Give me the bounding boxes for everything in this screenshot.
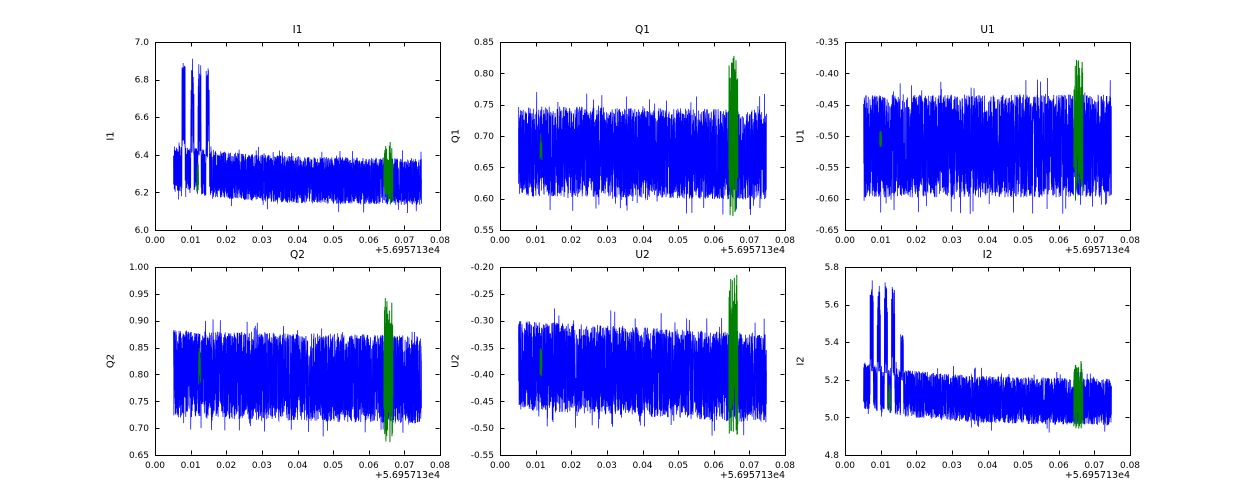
plot-canvas-Q1 [440, 18, 800, 253]
subplot-I2: I2 I2 +5.695713e4 [785, 243, 1145, 481]
x-axis-offset-label: +5.695713e4 [719, 470, 785, 481]
plot-canvas-U1 [785, 18, 1145, 253]
plot-title: U2 [635, 249, 650, 261]
plot-title: I1 [292, 24, 303, 36]
y-axis-label: U2 [450, 354, 462, 368]
y-axis-label: I2 [795, 356, 807, 366]
plot-canvas-U2 [440, 243, 800, 478]
y-axis-label: I1 [105, 131, 117, 141]
subplot-U2: U2 U2 +5.695713e4 [440, 243, 800, 481]
y-axis-label: U1 [795, 129, 807, 143]
x-axis-offset-label: +5.695713e4 [374, 470, 440, 481]
plot-title: Q2 [290, 249, 305, 261]
subplot-U1: U1 U1 +5.695713e4 [785, 18, 1145, 256]
plot-title: I2 [982, 249, 993, 261]
plot-canvas-Q2 [95, 243, 455, 478]
subplot-Q1: Q1 Q1 +5.695713e4 [440, 18, 800, 256]
plot-canvas-I1 [95, 18, 455, 253]
y-axis-label: Q2 [105, 353, 117, 369]
subplot-Q2: Q2 Q2 +5.695713e4 [95, 243, 455, 481]
plot-canvas-I2 [785, 243, 1145, 478]
plot-title: U1 [980, 24, 995, 36]
plot-title: Q1 [635, 24, 650, 36]
x-axis-offset-label: +5.695713e4 [1064, 470, 1130, 481]
subplot-I1: I1 I1 +5.695713e4 [95, 18, 455, 256]
y-axis-label: Q1 [450, 128, 462, 144]
